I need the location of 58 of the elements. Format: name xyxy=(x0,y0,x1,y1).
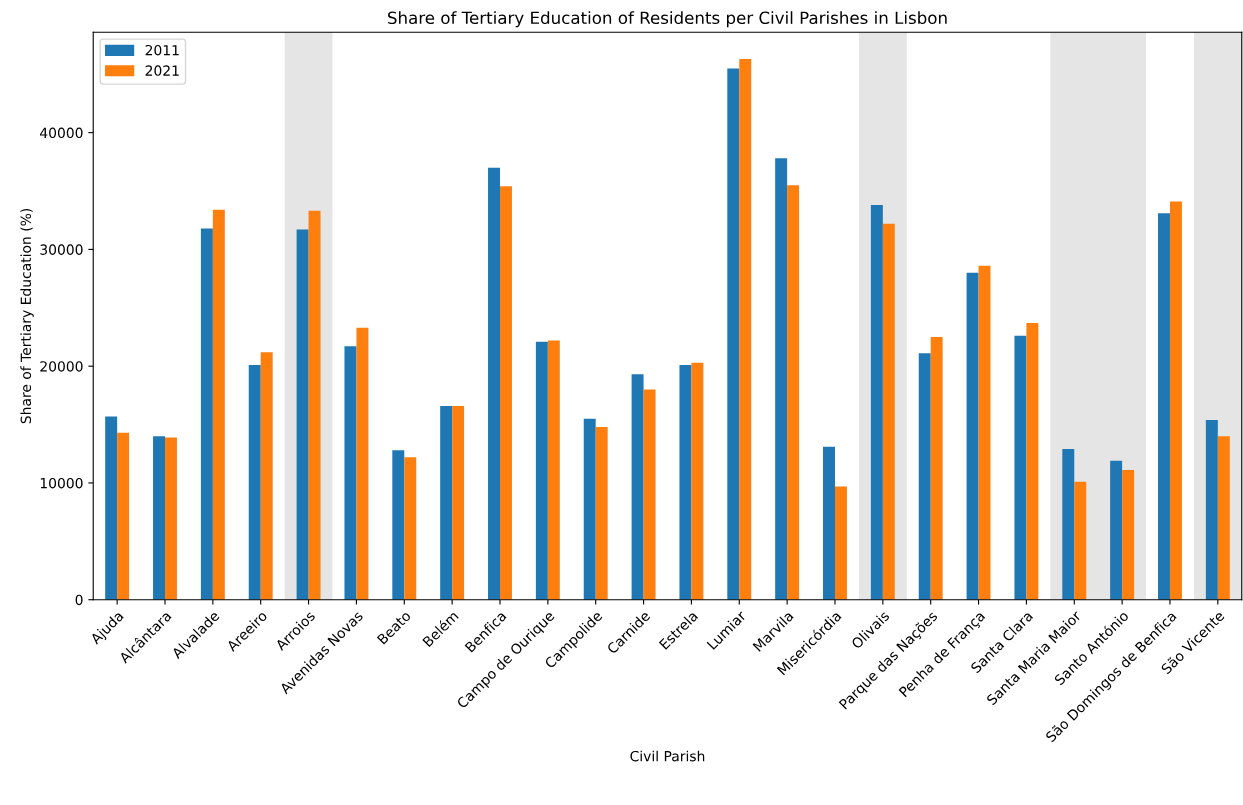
bar xyxy=(727,68,740,600)
legend-label: 2011 xyxy=(145,44,179,56)
bar xyxy=(595,426,608,600)
legend-label: 2021 xyxy=(145,65,179,76)
bar xyxy=(1217,436,1230,600)
bar xyxy=(1158,213,1170,600)
bar xyxy=(1026,322,1039,600)
bar xyxy=(440,405,453,600)
bar xyxy=(679,365,692,600)
bar xyxy=(966,272,979,600)
bar xyxy=(1062,449,1075,600)
y-tick-label: 10000 xyxy=(40,477,83,489)
bar xyxy=(1122,470,1135,600)
bar xyxy=(1014,335,1027,600)
y-tick-label: 30000 xyxy=(40,244,83,255)
chart-title: Share of Tertiary Education of Residents per Civil Parishes in Lisbon xyxy=(388,11,947,28)
bar xyxy=(356,327,369,600)
bar xyxy=(823,446,835,600)
bar xyxy=(200,228,213,600)
bar xyxy=(775,158,788,600)
bar xyxy=(834,486,847,600)
bar xyxy=(870,205,883,600)
bar xyxy=(308,210,321,600)
bar xyxy=(1205,419,1218,600)
y-axis-title: Share of Tertiary Education (%) xyxy=(20,208,34,424)
bar xyxy=(117,432,130,600)
bar xyxy=(1169,201,1182,600)
y-tick-label: 40000 xyxy=(40,127,83,139)
bar xyxy=(547,340,560,600)
bar xyxy=(105,416,118,600)
y-tick-label: 20000 xyxy=(40,361,83,372)
bar xyxy=(643,389,656,600)
bar xyxy=(1110,460,1123,600)
bar xyxy=(404,457,417,600)
bar xyxy=(535,341,548,600)
bar xyxy=(691,362,704,600)
x-axis-title: Civil Parish xyxy=(630,750,705,762)
bar xyxy=(165,437,177,600)
bar xyxy=(500,186,512,600)
bar xyxy=(1074,481,1087,600)
bar xyxy=(930,336,943,600)
bar xyxy=(978,265,991,600)
bar xyxy=(739,59,752,600)
bar xyxy=(392,450,405,600)
bar xyxy=(212,209,225,600)
bar xyxy=(153,436,166,600)
bar xyxy=(787,185,800,600)
bar xyxy=(452,405,465,600)
bar xyxy=(296,229,309,600)
bar xyxy=(583,418,596,600)
bar xyxy=(488,167,500,600)
y-tick-label: 0 xyxy=(75,594,83,606)
bar xyxy=(918,353,931,600)
bar xyxy=(344,346,357,600)
bar xyxy=(631,374,644,600)
bar xyxy=(248,365,261,600)
bar xyxy=(882,223,895,600)
bar xyxy=(260,352,273,600)
